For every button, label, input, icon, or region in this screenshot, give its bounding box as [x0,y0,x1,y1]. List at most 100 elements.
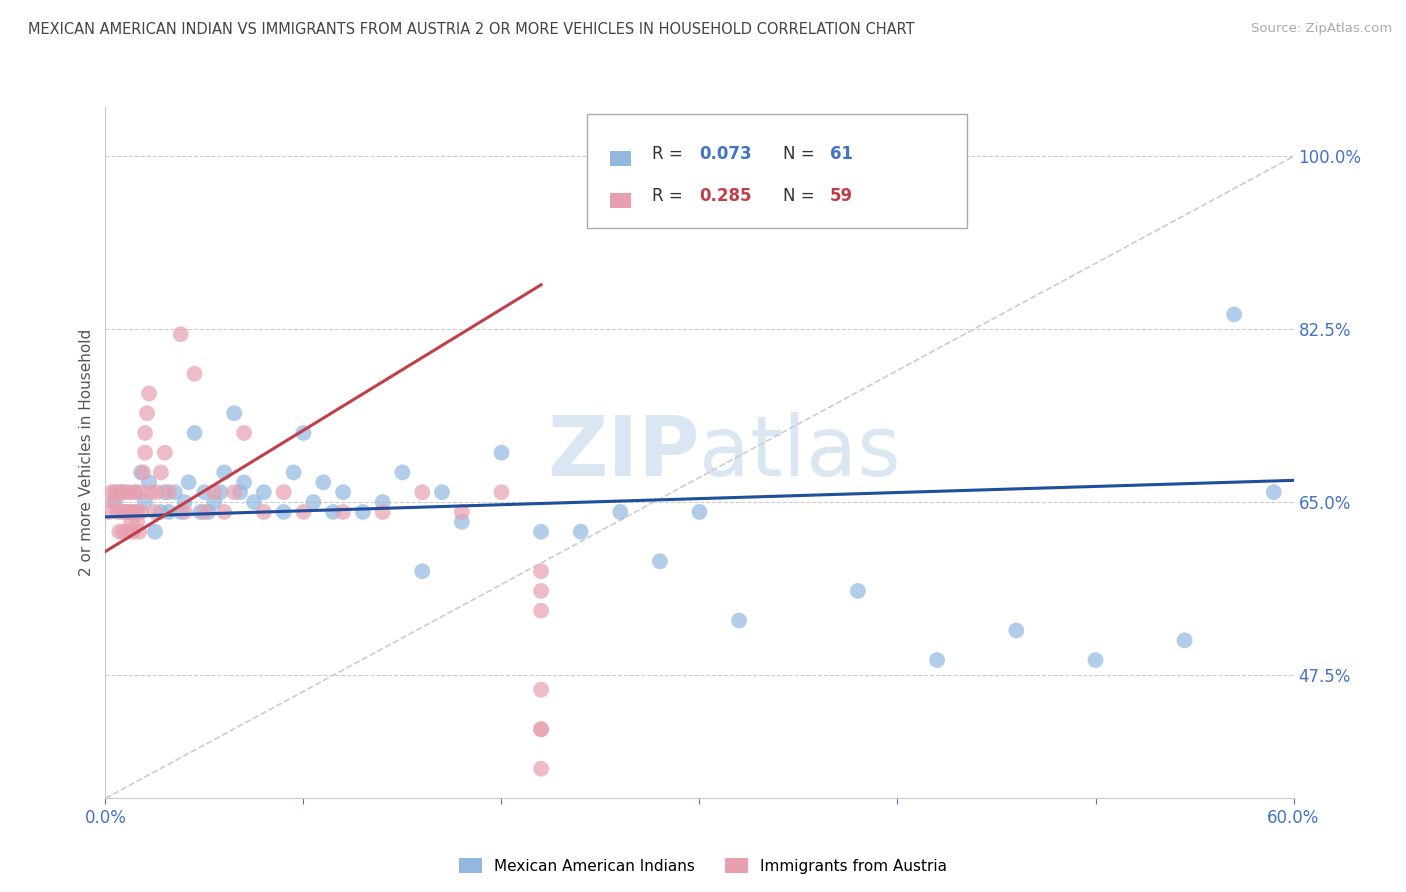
Point [689,505,711,519]
Point [190,505,212,519]
Point [134,495,156,509]
Point [224,406,246,420]
Point [925,653,948,667]
Point [450,515,472,529]
Point [197,505,219,519]
Text: atlas: atlas [700,412,901,493]
Point [120,515,142,529]
Y-axis label: 2 or more Vehicles in Household: 2 or more Vehicles in Household [79,329,94,576]
Text: 61: 61 [830,145,853,163]
Point [139,485,162,500]
Point [124,505,146,519]
Point [136,406,159,420]
Point [163,485,186,500]
Point [530,682,553,697]
Point [122,524,145,539]
Text: Source: ZipAtlas.com: Source: ZipAtlas.com [1251,22,1392,36]
Point [322,505,344,519]
Point [273,485,295,500]
Point [114,485,136,500]
Point [110,485,132,500]
Point [411,564,433,578]
Point [233,475,256,490]
Point [104,485,127,500]
Point [138,475,160,490]
Point [292,425,315,440]
Point [129,466,152,480]
Point [120,505,142,519]
Point [100,485,122,500]
Point [846,583,869,598]
Point [450,505,472,519]
Point [229,485,252,500]
Text: MEXICAN AMERICAN INDIAN VS IMMIGRANTS FROM AUSTRIA 2 OR MORE VEHICLES IN HOUSEHO: MEXICAN AMERICAN INDIAN VS IMMIGRANTS FR… [28,22,915,37]
Point [332,505,354,519]
Point [170,505,193,519]
Point [430,485,453,500]
Point [224,485,246,500]
Point [202,485,225,500]
Point [118,485,141,500]
Point [530,762,553,776]
Point [253,485,276,500]
Point [411,485,433,500]
Text: R =: R = [652,186,688,204]
Point [110,505,132,519]
Point [112,524,135,539]
Point [530,524,553,539]
Point [134,446,156,460]
Point [243,495,266,509]
Point [153,446,176,460]
FancyBboxPatch shape [610,193,631,208]
Point [183,425,205,440]
Point [124,485,146,500]
Point [146,485,169,500]
Point [491,446,513,460]
Point [127,515,149,529]
Point [183,367,205,381]
Point [98,505,121,519]
Text: N =: N = [783,186,820,204]
Point [648,554,671,568]
Point [371,505,394,519]
Point [491,485,513,500]
Point [569,524,592,539]
Point [110,485,132,500]
Point [105,505,128,519]
Text: R =: R = [652,145,688,163]
Text: N =: N = [783,145,820,163]
Text: 0.285: 0.285 [700,186,752,204]
Point [193,485,215,500]
Point [1084,653,1107,667]
Point [124,485,146,500]
Point [134,425,156,440]
Point [214,466,236,480]
Point [233,425,256,440]
Point [530,723,553,737]
Text: 0.073: 0.073 [700,145,752,163]
Point [530,564,553,578]
Point [209,485,232,500]
Point [173,495,195,509]
Point [283,466,305,480]
Point [114,505,136,519]
Point [1223,307,1246,322]
Point [128,524,150,539]
Point [177,475,200,490]
Point [214,505,236,519]
Point [371,495,394,509]
Point [530,723,553,737]
Point [202,495,225,509]
Point [302,495,325,509]
Point [129,485,152,500]
Point [103,495,125,509]
Point [157,485,180,500]
FancyBboxPatch shape [586,114,967,228]
Point [1005,624,1028,638]
Point [115,524,138,539]
Point [108,524,131,539]
Point [292,505,315,519]
Point [193,505,215,519]
Point [149,505,172,519]
Point [728,614,751,628]
